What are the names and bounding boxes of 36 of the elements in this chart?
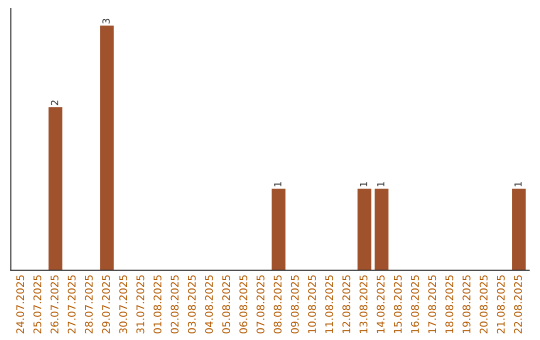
x-tick-label: 27.07.2025: [68, 275, 76, 334]
x-tick-label: 08.08.2025: [274, 275, 282, 334]
data-label: 1: [377, 182, 384, 186]
x-tick-label: 15.08.2025: [394, 275, 402, 333]
x-tick-label: 22.08.2025: [514, 275, 522, 334]
x-tick-label: 14.08.2025: [376, 275, 385, 333]
x-tick-label: 07.08.2025: [256, 275, 264, 334]
x-tick-label: 31.07.2025: [136, 275, 144, 334]
data-label: 1: [360, 182, 368, 186]
x-tick-label: 10.08.2025: [308, 275, 316, 333]
x-tick-label: 02.08.2025: [170, 275, 179, 334]
x-tick-label: 18.08.2025: [445, 275, 454, 333]
data-label: 1: [514, 182, 522, 186]
x-tick-label: 25.07.2025: [33, 275, 42, 334]
x-tick-label: 16.08.2025: [411, 275, 419, 333]
x-tick-label: 01.08.2025: [154, 275, 162, 334]
x-tick-label: 12.08.2025: [342, 275, 350, 333]
x-tick-label: 06.08.2025: [239, 275, 248, 334]
x-tick-label: 11.08.2025: [325, 275, 334, 333]
x-tick-label: 26.07.2025: [50, 275, 58, 334]
x-tick-label: 29.07.2025: [102, 275, 110, 334]
x-tick-label: 30.07.2025: [119, 275, 128, 334]
x-tick-label: 20.08.2025: [480, 275, 488, 334]
x-tick-label: 28.07.2025: [84, 275, 93, 334]
x-tick-label: 05.08.2025: [222, 275, 230, 334]
data-label: 3: [102, 18, 110, 24]
x-tick-label: 19.08.2025: [462, 275, 470, 333]
x-tick-label: 13.08.2025: [360, 275, 368, 333]
x-tick-label: 03.08.2025: [188, 275, 196, 334]
x-tick-label: 04.08.2025: [205, 275, 213, 334]
x-tick-label: 09.08.2025: [290, 275, 299, 334]
data-label: 2: [50, 100, 58, 106]
data-label: 1: [274, 182, 282, 186]
x-tick-label: 17.08.2025: [428, 275, 436, 333]
x-tick-label: 21.08.2025: [496, 275, 505, 334]
x-tick-label: 24.07.2025: [16, 275, 24, 334]
